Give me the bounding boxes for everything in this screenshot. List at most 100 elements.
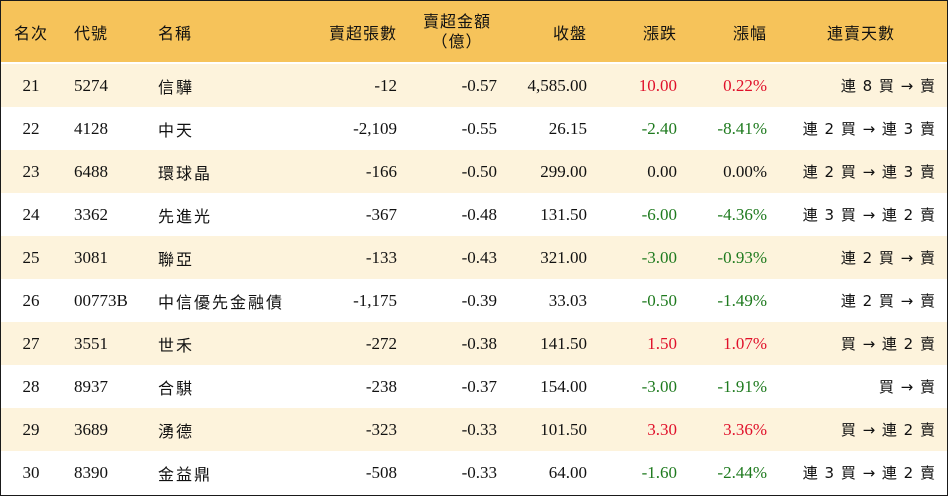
cell-sell-lots: -2,109 — [353, 118, 397, 138]
cell-name: 湧德 — [158, 421, 195, 441]
cell-sell-amount: -0.33 — [461, 419, 497, 439]
cell-streak: 連 8 買 → 賣 — [840, 77, 936, 95]
cell-change-pct: -2.44% — [717, 462, 767, 482]
cell-close: 101.50 — [540, 419, 587, 439]
cell-close: 4,585.00 — [527, 75, 588, 95]
table-row: 23 6488 環球晶 -166 -0.50 299.00 0.00 0.00% 連 2 買 →… — [1, 150, 947, 193]
cell-change: -2.40 — [641, 118, 677, 138]
cell-sell-lots: -508 — [365, 462, 397, 482]
cell-code: 8937 — [74, 376, 108, 396]
header-name: 名稱 — [158, 23, 193, 43]
cell-code: 3362 — [74, 204, 108, 224]
cell-sell-lots: -367 — [365, 204, 397, 224]
cell-close: 131.50 — [540, 204, 587, 224]
cell-sell-amount: -0.33 — [461, 462, 497, 482]
table-row: 24 3362 先進光 -367 -0.48 131.50 -6.00 -4.36% 連 3 買… — [1, 193, 947, 236]
table-row: 26 00773B 中信優先金融債 -1,175 -0.39 33.03 -0.50 -1.4… — [1, 279, 947, 322]
header-sell-amount: 賣超金額 （億） — [409, 1, 505, 62]
cell-code: 3551 — [74, 333, 108, 353]
cell-code: 8390 — [74, 462, 108, 482]
cell-rank: 29 — [22, 419, 40, 439]
cell-close: 321.00 — [540, 247, 587, 267]
cell-sell-amount: -0.55 — [461, 118, 497, 138]
cell-change: 1.50 — [647, 333, 677, 353]
cell-rank: 26 — [22, 290, 40, 310]
cell-sell-lots: -323 — [365, 419, 397, 439]
cell-change: -6.00 — [641, 204, 677, 224]
cell-change: -0.50 — [641, 290, 677, 310]
table-row: 27 3551 世禾 -272 -0.38 141.50 1.50 1.07% 買 → 連 2 … — [1, 322, 947, 365]
cell-name: 先進光 — [158, 206, 213, 226]
cell-change-pct: -8.41% — [717, 118, 767, 138]
header-close: 收盤 — [552, 23, 587, 43]
cell-name: 合騏 — [158, 378, 195, 398]
cell-code: 00773B — [74, 290, 128, 310]
cell-change: 3.30 — [647, 419, 677, 439]
table-row: 28 8937 合騏 -238 -0.37 154.00 -3.00 -1.91% 買 → 賣 — [1, 365, 947, 408]
cell-code: 5274 — [74, 75, 108, 95]
cell-code: 3689 — [74, 419, 108, 439]
header-change: 漲跌 — [642, 23, 677, 43]
cell-change-pct: -4.36% — [717, 204, 767, 224]
cell-change: -3.00 — [641, 247, 677, 267]
cell-change-pct: 3.36% — [723, 419, 767, 439]
table-row: 21 5274 信驊 -12 -0.57 4,585.00 10.00 0.22% 連 8 買 … — [1, 64, 947, 107]
cell-sell-amount: -0.48 — [461, 204, 497, 224]
cell-close: 64.00 — [548, 462, 587, 482]
cell-change: -1.60 — [641, 462, 677, 482]
header-code: 代號 — [74, 23, 109, 43]
cell-sell-amount: -0.39 — [461, 290, 497, 310]
cell-rank: 24 — [22, 204, 40, 224]
cell-streak: 買 → 連 2 賣 — [840, 421, 936, 439]
cell-sell-amount: -0.43 — [461, 247, 497, 267]
cell-rank: 27 — [22, 333, 40, 353]
cell-sell-amount: -0.50 — [461, 161, 497, 181]
table-row: 22 4128 中天 -2,109 -0.55 26.15 -2.40 -8.41% 連 2 買… — [1, 107, 947, 150]
cell-streak: 連 3 買 → 連 2 賣 — [802, 464, 936, 482]
header-sell-lots: 賣超張數 — [328, 23, 397, 43]
cell-rank: 21 — [22, 75, 40, 95]
cell-streak: 連 2 買 → 賣 — [840, 249, 936, 267]
cell-close: 154.00 — [540, 376, 587, 396]
cell-change-pct: 0.22% — [723, 75, 767, 95]
cell-rank: 25 — [22, 247, 40, 267]
cell-name: 中天 — [158, 120, 195, 140]
cell-change-pct: -1.91% — [717, 376, 767, 396]
cell-streak: 連 2 買 → 連 3 賣 — [802, 120, 936, 138]
cell-sell-amount: -0.57 — [461, 75, 497, 95]
header-change-pct: 漲幅 — [732, 23, 767, 43]
cell-name: 信驊 — [158, 77, 195, 97]
cell-rank: 23 — [22, 161, 40, 181]
cell-name: 環球晶 — [158, 163, 213, 183]
cell-rank: 30 — [22, 462, 40, 482]
cell-sell-lots: -133 — [365, 247, 397, 267]
cell-streak: 買 → 賣 — [878, 378, 936, 396]
cell-change-pct: -1.49% — [717, 290, 767, 310]
cell-streak: 連 2 買 → 賣 — [840, 292, 936, 310]
table-row: 30 8390 金益鼎 -508 -0.33 64.00 -1.60 -2.44% 連 3 買 … — [1, 451, 947, 494]
header-sell-amount-line1: 賣超金額 — [422, 11, 491, 31]
cell-sell-lots: -12 — [374, 75, 397, 95]
cell-sell-lots: -272 — [365, 333, 397, 353]
cell-name: 中信優先金融債 — [158, 292, 285, 312]
cell-code: 6488 — [74, 161, 108, 181]
cell-rank: 22 — [22, 118, 40, 138]
cell-name: 金益鼎 — [158, 464, 213, 484]
cell-close: 299.00 — [540, 161, 587, 181]
cell-close: 33.03 — [548, 290, 587, 310]
cell-change: 10.00 — [638, 75, 677, 95]
table-row: 29 3689 湧德 -323 -0.33 101.50 3.30 3.36% 買 → 連 2 … — [1, 408, 947, 451]
cell-change-pct: 0.00% — [723, 161, 767, 181]
cell-rank: 28 — [22, 376, 40, 396]
cell-change-pct: 1.07% — [723, 333, 767, 353]
header-sell-amount-line2: （億） — [431, 31, 483, 51]
cell-streak: 買 → 連 2 賣 — [840, 335, 936, 353]
cell-change: 0.00 — [647, 161, 677, 181]
cell-change: -3.00 — [641, 376, 677, 396]
cell-streak: 連 3 買 → 連 2 賣 — [802, 206, 936, 224]
cell-name: 聯亞 — [158, 249, 195, 269]
cell-close: 26.15 — [548, 118, 587, 138]
cell-sell-lots: -238 — [365, 376, 397, 396]
table-row: 25 3081 聯亞 -133 -0.43 321.00 -3.00 -0.93% 連 2 買 … — [1, 236, 947, 279]
